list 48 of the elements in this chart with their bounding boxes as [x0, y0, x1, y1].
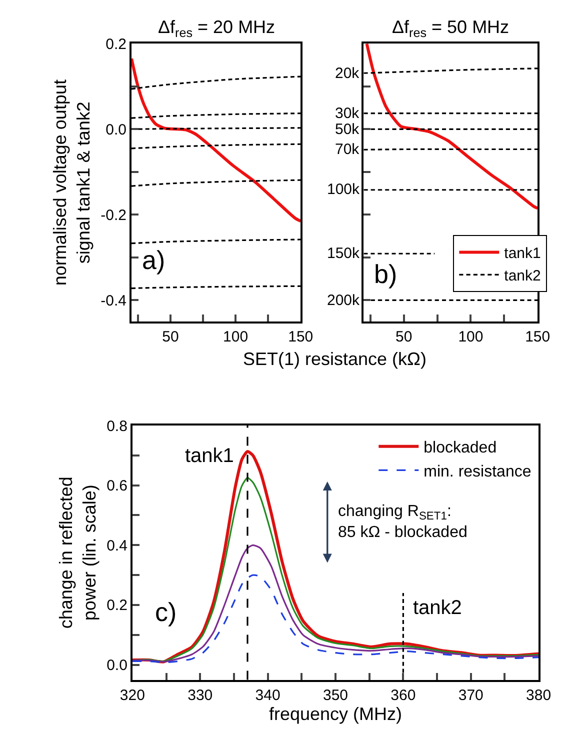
line-series [132, 544, 539, 663]
x-tick-label: 150 [288, 328, 314, 346]
x-tick-label: 350 [322, 686, 348, 704]
annotation: tank2 [413, 597, 462, 619]
text: 70k [335, 141, 360, 158]
y-tick-label: 0.6 [106, 478, 128, 495]
annotation: b) [374, 259, 398, 289]
annotation: changing R$_{SET1}$: 85 kΩ - blockaded [338, 503, 468, 541]
x-tick-label: 150 [525, 328, 550, 346]
ref-line-label: tank1 [185, 445, 234, 467]
x-tick-label: 360 [390, 686, 416, 704]
line-series [132, 574, 539, 664]
y-axis-title: normalised voltage output signal tank1 & tank2 [50, 80, 94, 286]
x-axis-title: SET(1) resistance (kΩ) [243, 349, 426, 369]
text: 200k [327, 292, 360, 309]
y-tick-label: -0.4 [100, 292, 126, 310]
text: 20k [335, 65, 360, 82]
x-tick-label: 340 [255, 686, 280, 704]
annotation: c) [155, 597, 177, 627]
x-tick-label: 50 [395, 328, 412, 346]
chart-title: Δf$_{res}$ = 50 MHz [392, 17, 510, 40]
legend-label: blockaded [424, 440, 497, 457]
y-tick-label: 0.0 [106, 657, 128, 674]
chart-title: Δf$_{res}$ = 20 MHz [158, 17, 276, 40]
text: 150k [327, 245, 360, 262]
x-tick-label: 50 [162, 328, 179, 346]
text: 100k [327, 181, 360, 198]
y-tick-label: 0.0 [106, 121, 126, 138]
y-tick-label: 0.2 [106, 597, 128, 614]
y-tick-label: 0.4 [106, 537, 128, 554]
x-tick-label: 100 [458, 328, 484, 346]
text: 50k [335, 121, 360, 138]
text: 30k [335, 105, 360, 122]
x-tick-label: 370 [458, 686, 484, 704]
x-tick-label: 380 [526, 686, 552, 704]
x-tick-label: 100 [223, 328, 248, 346]
y-tick-label: -0.2 [100, 206, 126, 224]
x-tick-label: 320 [120, 686, 145, 704]
annotation: a) [142, 245, 166, 275]
legend-label: tank1 [504, 245, 541, 262]
x-axis-title: frequency (MHz) [268, 704, 402, 724]
y-tick-label: 0.8 [106, 418, 128, 435]
legend-label: min. resistance [424, 463, 532, 480]
line-series [131, 57, 301, 223]
y-tick-label: 0.2 [106, 36, 126, 53]
legend-label: tank2 [504, 268, 541, 285]
y-axis-title: change in reflected power (lin. scale) [56, 476, 100, 629]
x-tick-label: 330 [188, 686, 213, 704]
